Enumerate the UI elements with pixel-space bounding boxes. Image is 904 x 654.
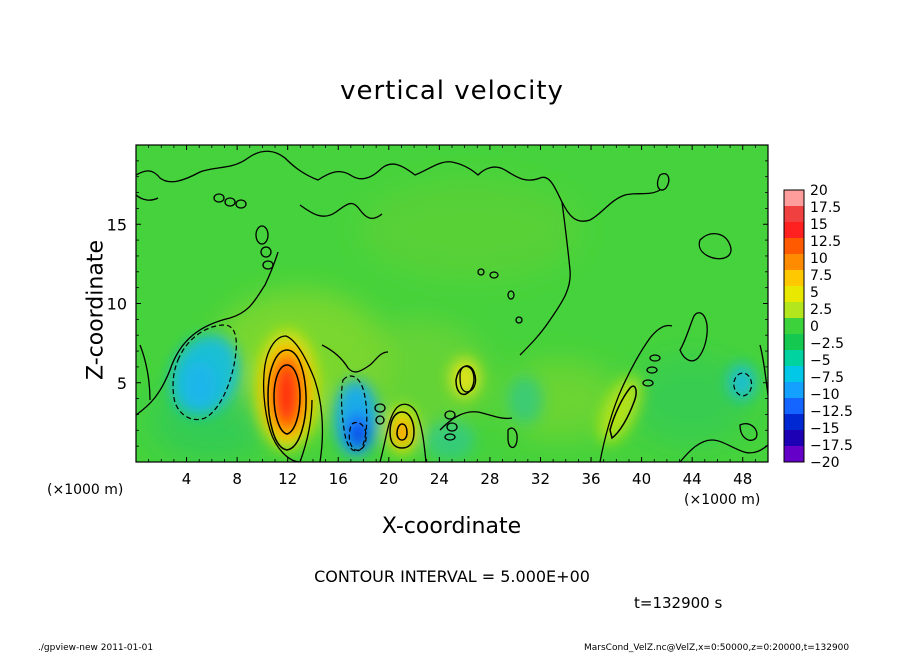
colorbar-swatch — [784, 414, 804, 431]
x-tick-label: 32 — [531, 470, 550, 488]
colorbar-frame — [783, 189, 805, 463]
colorbar-swatch — [784, 190, 804, 207]
colorbar-swatch — [784, 366, 804, 383]
y-axis-label: Z-coordinate — [83, 240, 109, 380]
y-tick-label: 15 — [107, 215, 127, 234]
x-tick-label: 28 — [480, 470, 499, 488]
footer-left: ./gpview-new 2011-01-01 — [38, 643, 154, 653]
x-tick-label: 4 — [182, 470, 192, 488]
y-tick-label: 10 — [107, 295, 127, 314]
x-unit-left: (×1000 m) — [47, 482, 124, 498]
colorbar-label: −20 — [810, 455, 840, 471]
x-tick-label: 36 — [581, 470, 600, 488]
x-tick-label: 40 — [632, 470, 651, 488]
x-axis: 4 8 12 16 20 24 28 32 36 40 44 48 — [148, 145, 756, 488]
colorbar-label: −10 — [810, 387, 840, 403]
colorbar-swatch — [784, 222, 804, 239]
colorbar-label: −12.5 — [810, 404, 853, 420]
colorbar-swatch — [784, 446, 804, 463]
time-label: t=132900 s — [634, 594, 723, 612]
colorbar-label: 5 — [810, 285, 819, 301]
colorbar-swatch — [784, 350, 804, 367]
x-tick-label: 48 — [733, 470, 752, 488]
x-axis-label: X-coordinate — [381, 514, 522, 539]
colorbar-swatch — [784, 238, 804, 255]
y-axis: 5 10 15 — [107, 160, 768, 447]
x-unit-right: (×1000 m) — [684, 492, 761, 508]
x-tick-label: 8 — [232, 470, 242, 488]
colorbar-label: −17.5 — [810, 438, 853, 454]
x-tick-label: 24 — [430, 470, 449, 488]
colorbar-swatch — [784, 398, 804, 415]
heatmap-field — [136, 145, 768, 462]
colorbar-swatch — [784, 430, 804, 447]
colorbar-swatch — [784, 382, 804, 399]
y-tick-label: 5 — [117, 374, 127, 393]
colorbar-swatch — [784, 318, 804, 335]
small-loops — [213, 193, 661, 441]
colorbar-label: −5 — [810, 353, 831, 369]
colorbar-label: 12.5 — [810, 234, 841, 250]
colorbar-label: 20 — [810, 183, 828, 199]
chart-title: vertical velocity — [340, 76, 564, 106]
heatmap-extrema — [170, 330, 756, 460]
x-tick-label: 16 — [329, 470, 348, 488]
colorbar-label: 0 — [810, 319, 819, 335]
colorbar-label: −2.5 — [810, 336, 844, 352]
colorbar-swatch — [784, 270, 804, 287]
contour-interval-label: CONTOUR INTERVAL = 5.000E+00 — [314, 567, 590, 586]
colorbar-swatch — [784, 206, 804, 223]
colorbar: 2017.51512.5107.552.50−2.5−5−7.5−10−12.5… — [783, 183, 853, 471]
colorbar-swatch — [784, 254, 804, 271]
negative-contours — [172, 324, 753, 452]
footer-right: MarsCond_VelZ.nc@VelZ,x=0:50000,z=0:2000… — [584, 643, 850, 653]
zero-contours — [136, 150, 768, 462]
colorbar-label: 17.5 — [810, 200, 841, 216]
colorbar-swatch — [784, 302, 804, 319]
x-tick-label: 44 — [683, 470, 702, 488]
five-contours — [267, 349, 637, 451]
x-tick-label: 12 — [278, 470, 297, 488]
colorbar-label: 2.5 — [810, 302, 832, 318]
colorbar-label: −7.5 — [810, 370, 844, 386]
colorbar-label: 7.5 — [810, 268, 832, 284]
colorbar-label: 15 — [810, 217, 828, 233]
colorbar-swatch — [784, 334, 804, 351]
x-tick-label: 20 — [379, 470, 398, 488]
colorbar-swatch — [784, 286, 804, 303]
colorbar-label: 10 — [810, 251, 828, 267]
colorbar-label: −15 — [810, 421, 840, 437]
